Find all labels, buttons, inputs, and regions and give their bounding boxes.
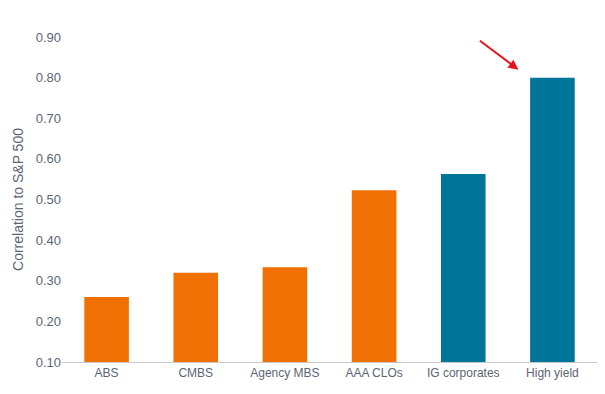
svg-text:ABS: ABS xyxy=(95,366,119,380)
svg-text:0.50: 0.50 xyxy=(36,192,61,207)
svg-text:High yield: High yield xyxy=(526,366,579,380)
svg-text:0.90: 0.90 xyxy=(36,30,61,45)
svg-text:Correlation to S&P 500: Correlation to S&P 500 xyxy=(10,128,26,271)
svg-text:0.10: 0.10 xyxy=(36,355,61,370)
svg-text:IG corporates: IG corporates xyxy=(427,366,500,380)
svg-text:Agency MBS: Agency MBS xyxy=(250,366,319,380)
svg-text:CMBS: CMBS xyxy=(178,366,213,380)
svg-text:0.80: 0.80 xyxy=(36,70,61,85)
svg-text:0.60: 0.60 xyxy=(36,151,61,166)
svg-text:0.20: 0.20 xyxy=(36,314,61,329)
svg-text:AAA CLOs: AAA CLOs xyxy=(345,366,402,380)
svg-text:0.70: 0.70 xyxy=(36,111,61,126)
svg-text:0.40: 0.40 xyxy=(36,233,61,248)
svg-text:0.30: 0.30 xyxy=(36,273,61,288)
